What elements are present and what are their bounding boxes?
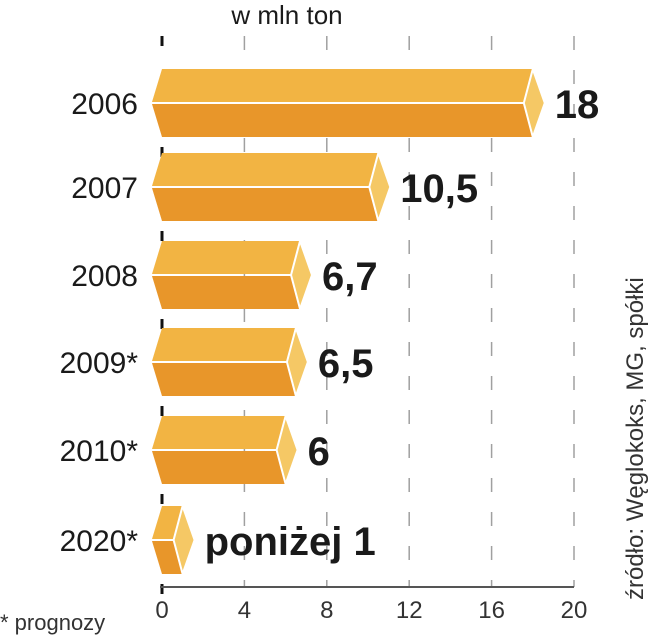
source-label: źródło: Węglokoks, MG, spółki xyxy=(622,277,649,600)
bar-end-cap xyxy=(522,65,546,141)
bar-bottom-face xyxy=(152,104,533,137)
bar-top-face xyxy=(152,153,379,186)
bar-2007: 2007 10,5 xyxy=(71,149,478,225)
category-label: 2008 xyxy=(71,260,138,293)
x-tick-label: 0 xyxy=(155,597,168,624)
bar-end-cap xyxy=(368,149,392,225)
bar-top-face xyxy=(152,416,286,449)
bar-bottom-face xyxy=(152,276,301,309)
value-label: 10,5 xyxy=(400,167,478,211)
unit-label: w mln ton xyxy=(230,0,342,30)
category-label: 2006 xyxy=(71,88,138,121)
footnote: * prognozy xyxy=(0,610,105,635)
category-label: 2007 xyxy=(71,172,138,205)
x-tick-labels: 0 4 8 12 16 20 xyxy=(155,597,587,624)
bar-bottom-face xyxy=(152,363,296,396)
bar-bottom-face xyxy=(152,188,379,221)
grid xyxy=(160,36,575,594)
x-tick-label: 12 xyxy=(396,597,423,624)
bar-2008: 2008 6,7 xyxy=(71,237,378,313)
bar-2020: 2020* poniżej 1 xyxy=(60,502,376,578)
x-tick-label: 4 xyxy=(238,597,251,624)
bar-end-cap xyxy=(285,324,309,400)
bar-top-face xyxy=(152,241,301,274)
bars: 2006 18 2007 10,5 2008 6,7 2009* 6,5 2010* 6 2020*… xyxy=(60,65,600,578)
bar-2009: 2009* 6,5 xyxy=(60,324,374,400)
bar-top-face xyxy=(152,506,183,539)
bar-end-cap xyxy=(172,502,196,578)
category-label: 2010* xyxy=(60,435,139,468)
bar-top-face xyxy=(152,328,296,361)
bar-end-cap xyxy=(275,412,299,488)
value-label: 6,7 xyxy=(322,255,378,299)
x-tick-label: 20 xyxy=(561,597,588,624)
bar-2006: 2006 18 xyxy=(71,65,600,141)
bar-bottom-face xyxy=(152,541,183,574)
value-label: 6,5 xyxy=(318,342,374,386)
bar-bottom-face xyxy=(152,451,286,484)
category-label: 2009* xyxy=(60,347,139,380)
bar-end-cap xyxy=(289,237,314,313)
bar-top-face xyxy=(152,69,533,102)
category-label: 2020* xyxy=(60,525,139,558)
x-tick-label: 8 xyxy=(320,597,333,624)
x-tick-label: 16 xyxy=(478,597,505,624)
value-label: poniżej 1 xyxy=(205,520,376,564)
bar-2010: 2010* 6 xyxy=(60,412,330,488)
value-label: 6 xyxy=(308,430,330,474)
value-label: 18 xyxy=(555,83,600,127)
